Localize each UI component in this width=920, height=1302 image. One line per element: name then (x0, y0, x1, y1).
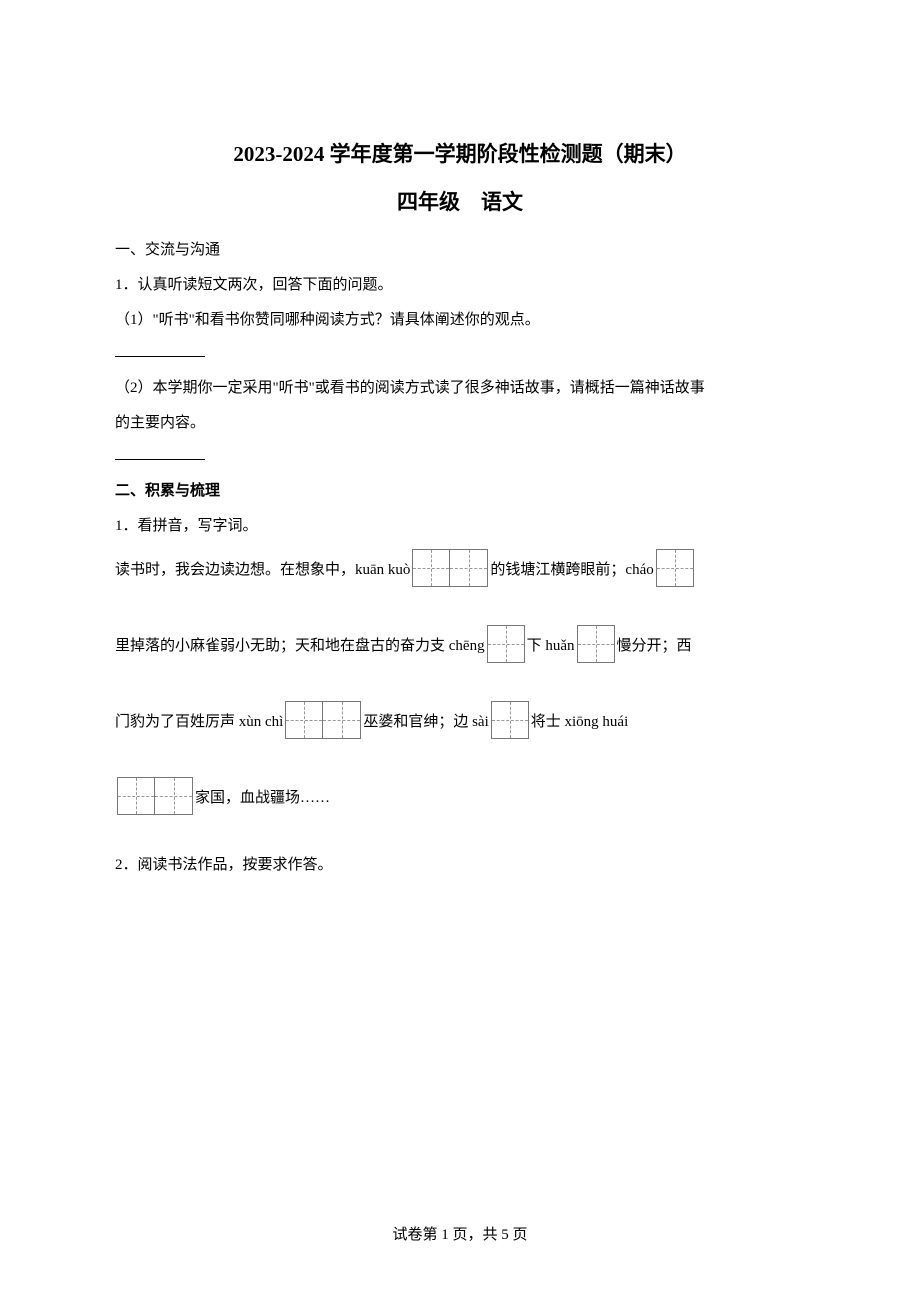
char-box[interactable] (656, 549, 694, 587)
page-footer: 试卷第 1 页，共 5 页 (0, 1223, 920, 1244)
section1-heading: 一、交流与沟通 (115, 238, 805, 259)
text-segment: 慢分开；西 (617, 634, 692, 655)
q1-b-l1: （2）本学期你一定采用"听书"或看书的阅读方式读了很多神话故事，请概括一篇神话故… (115, 376, 805, 397)
exam-subtitle: 四年级 语文 (115, 186, 805, 216)
answer-blank-1[interactable] (115, 343, 805, 362)
exam-title: 2023-2024 学年度第一学期阶段性检测题（期末） (115, 138, 805, 168)
text-segment: 将士 xiōng huái (531, 710, 629, 731)
text-segment: 家国，血战疆场…… (195, 786, 330, 807)
char-box-group[interactable] (285, 701, 361, 739)
q1-intro: 1．认真听读短文两次，回答下面的问题。 (115, 273, 805, 294)
q1-a: （1）"听书"和看书你赞同哪种阅读方式？请具体阐述你的观点。 (115, 308, 805, 329)
char-box[interactable] (412, 549, 450, 587)
text-segment: 下 huǎn (527, 634, 575, 655)
answer-blank-2[interactable] (115, 446, 805, 465)
pinyin-line-2: 里掉落的小麻雀弱小无助；天和地在盘古的奋力支 chēng 下 huǎn 慢分开；… (115, 625, 805, 663)
text-segment: 里掉落的小麻雀弱小无助；天和地在盘古的奋力支 chēng (115, 634, 485, 655)
text-segment: 巫婆和官绅；边 sài (363, 710, 488, 731)
char-box-group[interactable] (412, 549, 488, 587)
char-box[interactable] (491, 701, 529, 739)
char-box-group[interactable] (117, 777, 193, 815)
s2-q1-intro: 1．看拼音，写字词。 (115, 514, 805, 535)
text-segment: 的钱塘江横跨眼前；cháo (490, 558, 653, 579)
q1-b-l2: 的主要内容。 (115, 411, 805, 432)
text-segment: 读书时，我会边读边想。在想象中，kuān kuò (115, 558, 410, 579)
char-box[interactable] (577, 625, 615, 663)
char-box[interactable] (117, 777, 155, 815)
text-segment: 门豹为了百姓厉声 xùn chì (115, 710, 283, 731)
section2-heading: 二、积累与梳理 (115, 479, 805, 500)
char-box[interactable] (487, 625, 525, 663)
pinyin-line-3: 门豹为了百姓厉声 xùn chì 巫婆和官绅；边 sài 将士 xiōng hu… (115, 701, 805, 739)
pinyin-line-1: 读书时，我会边读边想。在想象中，kuān kuò 的钱塘江横跨眼前；cháo (115, 549, 805, 587)
char-box[interactable] (285, 701, 323, 739)
char-box[interactable] (323, 701, 361, 739)
pinyin-line-4: 家国，血战疆场…… (115, 777, 805, 815)
char-box-group[interactable] (577, 625, 615, 663)
char-box-group[interactable] (656, 549, 694, 587)
char-box-group[interactable] (491, 701, 529, 739)
char-box-group[interactable] (487, 625, 525, 663)
s2-q2-intro: 2．阅读书法作品，按要求作答。 (115, 853, 805, 874)
char-box[interactable] (155, 777, 193, 815)
char-box[interactable] (450, 549, 488, 587)
